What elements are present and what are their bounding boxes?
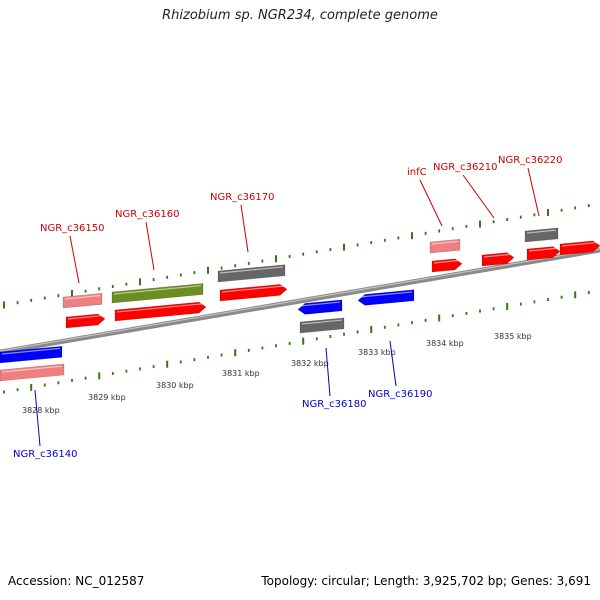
gene-block-ngr-c36140[interactable]	[0, 345, 63, 364]
gene-leader-line	[69, 235, 80, 284]
gene-cds-next-gloss	[561, 241, 599, 247]
accession-text: Accession: NC_012587	[8, 574, 145, 588]
genome-backbone	[0, 247, 600, 355]
ruler-label: 3830 kbp	[156, 381, 194, 390]
ruler-label: 3828 kbp	[22, 406, 60, 415]
gene-block-ngr-c36170-gloss	[219, 266, 284, 274]
gene-cds-ngr-c36220-gloss	[528, 247, 559, 252]
gene-block-ngr-c36140-feature[interactable]	[0, 363, 65, 382]
genome-info-text: Topology: circular; Length: 3,925,702 bp…	[261, 574, 591, 588]
gene-label-ngr-c36210[interactable]: NGR_c36210	[433, 162, 498, 173]
gene-label-ngr-c36190[interactable]: NGR_c36190	[368, 389, 433, 400]
gene-block-infc[interactable]	[429, 238, 461, 254]
gene-label-ngr-c36180[interactable]: NGR_c36180	[302, 399, 367, 410]
ruler-label: 3831 kbp	[222, 369, 260, 378]
gene-cds-ngr-c36180[interactable]	[299, 317, 345, 334]
gene-cds-ngr-c36150[interactable]	[65, 313, 106, 329]
gene-cds-infc-gloss	[433, 259, 461, 264]
genome-backbone-highlight	[0, 248, 600, 352]
gene-leader-line	[145, 221, 155, 271]
gene-cds-ngr-c36170[interactable]	[219, 284, 288, 302]
gene-block-ngr-c36140-feature-gloss	[1, 365, 63, 373]
gene-block-ngr-c36180-gloss	[299, 301, 341, 307]
gene-cds-ngr-c36150-gloss	[67, 314, 104, 320]
gene-block-ngr-c36220[interactable]	[524, 227, 559, 243]
gene-block-ngr-c36160-gloss	[113, 285, 202, 295]
gene-label-ngr-c36220[interactable]: NGR_c36220	[498, 155, 563, 166]
gene-leader-line	[325, 347, 331, 397]
gene-label-infc[interactable]: infC	[407, 167, 427, 178]
gene-cds-ngr-c36180-gloss	[301, 319, 343, 325]
gene-leader-line	[419, 179, 443, 227]
gene-block-ngr-c36140-gloss	[1, 347, 61, 355]
gene-leader-line	[240, 204, 249, 253]
ruler-label: 3835 kbp	[494, 332, 532, 341]
gene-block-ngr-c36160[interactable]	[111, 283, 204, 304]
ruler-label: 3829 kbp	[88, 393, 126, 402]
gene-cds-next[interactable]	[559, 240, 600, 256]
gene-cds-ngr-c36170-gloss	[221, 285, 286, 293]
ruler-label: 3833 kbp	[358, 348, 396, 357]
gene-cds-ngr-c36160[interactable]	[114, 301, 207, 322]
gene-label-ngr-c36170[interactable]: NGR_c36170	[210, 192, 275, 203]
gene-label-ngr-c36150[interactable]: NGR_c36150	[40, 223, 105, 234]
gene-block-ngr-c36150-gloss	[64, 294, 101, 300]
gene-leader-line	[34, 389, 41, 447]
map-title: Rhizobium sp. NGR234, complete genome	[162, 8, 438, 23]
gene-block-infc-gloss	[431, 240, 459, 245]
ruler-label: 3834 kbp	[426, 339, 464, 348]
gene-cds-ngr-c36210-gloss	[483, 253, 513, 258]
gene-cds-ngr-c36160-gloss	[116, 303, 205, 313]
gene-block-ngr-c36170[interactable]	[217, 264, 286, 283]
gene-block-ngr-c36190-gloss	[359, 291, 413, 298]
gene-leader-line	[462, 174, 495, 219]
gene-leader-line	[389, 340, 397, 387]
ruler-label: 3832 kbp	[291, 359, 329, 368]
gene-block-ngr-c36220-gloss	[526, 229, 557, 234]
gene-label-ngr-c36140[interactable]: NGR_c36140	[13, 449, 78, 460]
gene-label-ngr-c36160[interactable]: NGR_c36160	[115, 209, 180, 220]
gene-leader-line	[527, 167, 540, 217]
gene-block-ngr-c36150[interactable]	[62, 293, 103, 309]
